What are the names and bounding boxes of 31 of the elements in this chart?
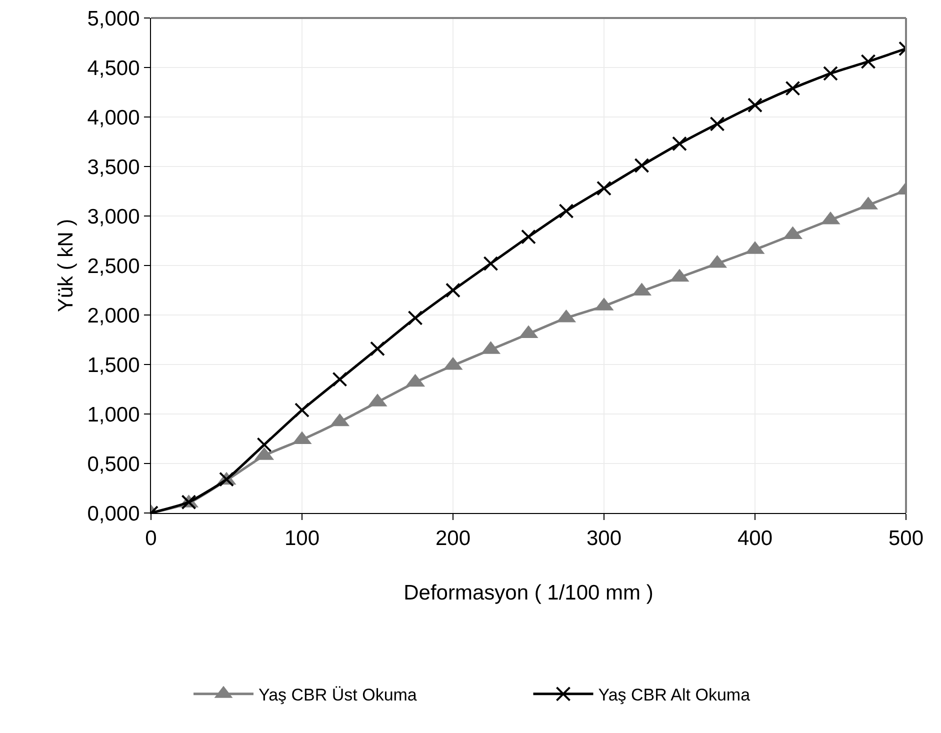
y-tick-label: 4,000 xyxy=(87,106,140,130)
y-tick-label: 5,000 xyxy=(87,7,140,30)
point xyxy=(558,204,574,219)
point xyxy=(748,98,762,113)
point xyxy=(860,54,876,70)
x-tick-label: 500 xyxy=(888,527,924,550)
point xyxy=(634,158,650,174)
point xyxy=(785,80,800,96)
x-tick-label: 100 xyxy=(284,527,320,550)
x-axis-title: Deformasyon ( 1/100 mm ) xyxy=(404,581,654,604)
point xyxy=(596,180,612,196)
y-axis-title: Yük ( kN ) xyxy=(54,218,78,312)
point xyxy=(710,116,725,132)
point xyxy=(521,229,536,244)
x-tick-label: 400 xyxy=(737,527,773,550)
y-tick-label: 4,500 xyxy=(87,56,140,80)
y-tick-label: 0,000 xyxy=(87,502,140,526)
y-tick-label: 1,500 xyxy=(87,354,140,377)
x-tick-label: 200 xyxy=(435,527,471,550)
point xyxy=(672,136,687,152)
y-tick-label: 0,500 xyxy=(87,452,140,476)
point xyxy=(823,66,838,81)
x-tick-label: 300 xyxy=(586,527,622,550)
legend-label: Yaş CBR Alt Okuma xyxy=(598,686,751,705)
y-tick-label: 3,500 xyxy=(87,156,140,179)
y-tick-label: 3,000 xyxy=(87,205,140,228)
x-tick-label: 0 xyxy=(145,527,157,550)
legend-label: Yaş CBR Üst Okuma xyxy=(258,686,418,705)
y-tick-label: 2,000 xyxy=(87,304,140,328)
y-tick-label: 1,000 xyxy=(87,403,140,426)
y-tick-label: 2,500 xyxy=(87,254,140,278)
